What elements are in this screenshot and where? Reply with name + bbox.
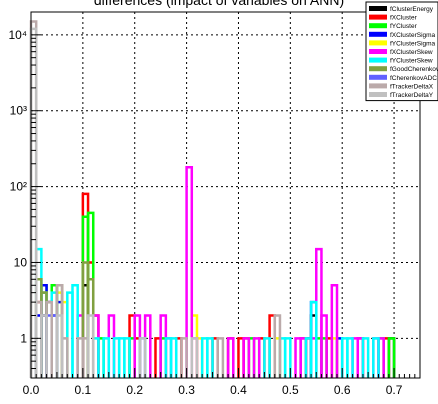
histogram-bar	[169, 337, 178, 378]
legend-swatch	[369, 40, 387, 46]
histogram-bar	[138, 337, 147, 378]
legend-label: fClusterEnergy	[390, 6, 434, 13]
legend-label: fGoodCherenkovHit	[390, 66, 438, 73]
histogram-bar	[387, 337, 396, 378]
legend-swatch	[369, 31, 387, 37]
legend-label: fXCluster	[390, 15, 418, 22]
x-tick-label: 0.6	[334, 383, 351, 397]
histogram-bar	[252, 337, 261, 378]
histogram-bar	[123, 337, 131, 378]
x-tick-label: 0.0	[23, 383, 40, 397]
histogram-bar	[102, 337, 111, 378]
legend-label: fTrackerDeltaY	[390, 92, 434, 99]
histogram-bar	[226, 337, 235, 378]
y-tick-label: 10²	[10, 180, 27, 194]
histogram-bar	[86, 314, 95, 378]
histogram-bar	[180, 337, 188, 378]
legend-swatch	[369, 83, 387, 89]
legend-label: fXClusterSigma	[390, 32, 436, 39]
x-tick-label: 0.1	[75, 383, 92, 397]
legend-swatch	[369, 57, 387, 63]
histogram-bar	[71, 284, 79, 378]
legend-label: fXClusterSkew	[390, 49, 433, 56]
histogram-bar	[40, 314, 48, 378]
histogram-bar	[330, 284, 339, 378]
y-tick-label: 1	[20, 331, 27, 345]
legend-swatch	[369, 92, 387, 97]
y-tick-label: 10³	[10, 104, 27, 118]
histogram-bar	[273, 314, 282, 378]
histogram-bar	[283, 337, 292, 378]
x-tick-label: 0.5	[282, 383, 299, 397]
legend-swatch	[369, 14, 387, 20]
histogram-bar	[216, 337, 225, 378]
histogram-bar	[206, 337, 214, 378]
y-tick-label: 10⁴	[8, 28, 27, 42]
x-tick-label: 0.4	[230, 383, 247, 397]
legend-label: fYClusterSkew	[390, 58, 433, 65]
legend-swatch	[369, 74, 387, 80]
legend-swatch	[369, 49, 387, 54]
legend-label: fCherenkovADC	[390, 75, 437, 82]
plot-frame	[30, 11, 421, 379]
legend-swatch	[369, 23, 387, 29]
histogram-bar	[346, 337, 354, 378]
histogram-bar	[55, 314, 64, 378]
legend-label: fYClusterSigma	[390, 40, 436, 47]
histogram-bar	[309, 300, 318, 378]
histogram-bar	[263, 337, 271, 378]
x-tick-label: 0.3	[178, 383, 195, 397]
legend-label: fYCluster	[390, 23, 418, 30]
histogram-bar	[361, 337, 370, 378]
histogram-bar	[190, 337, 199, 378]
legend-swatch	[369, 66, 387, 72]
legend-label: fTrackerDeltaX	[390, 83, 434, 90]
histogram-bar	[320, 314, 328, 378]
histogram-bar	[242, 337, 251, 378]
x-tick-label: 0.2	[126, 383, 143, 397]
plot-area	[31, 12, 420, 378]
y-tick-label: 10	[14, 255, 28, 269]
legend-swatch	[369, 6, 387, 11]
histogram-bar	[372, 337, 380, 378]
chart-title: differences (impact of variables on ANN)	[93, 0, 345, 8]
x-tick-label: 0.7	[386, 383, 403, 397]
histogram-bar	[185, 165, 194, 378]
